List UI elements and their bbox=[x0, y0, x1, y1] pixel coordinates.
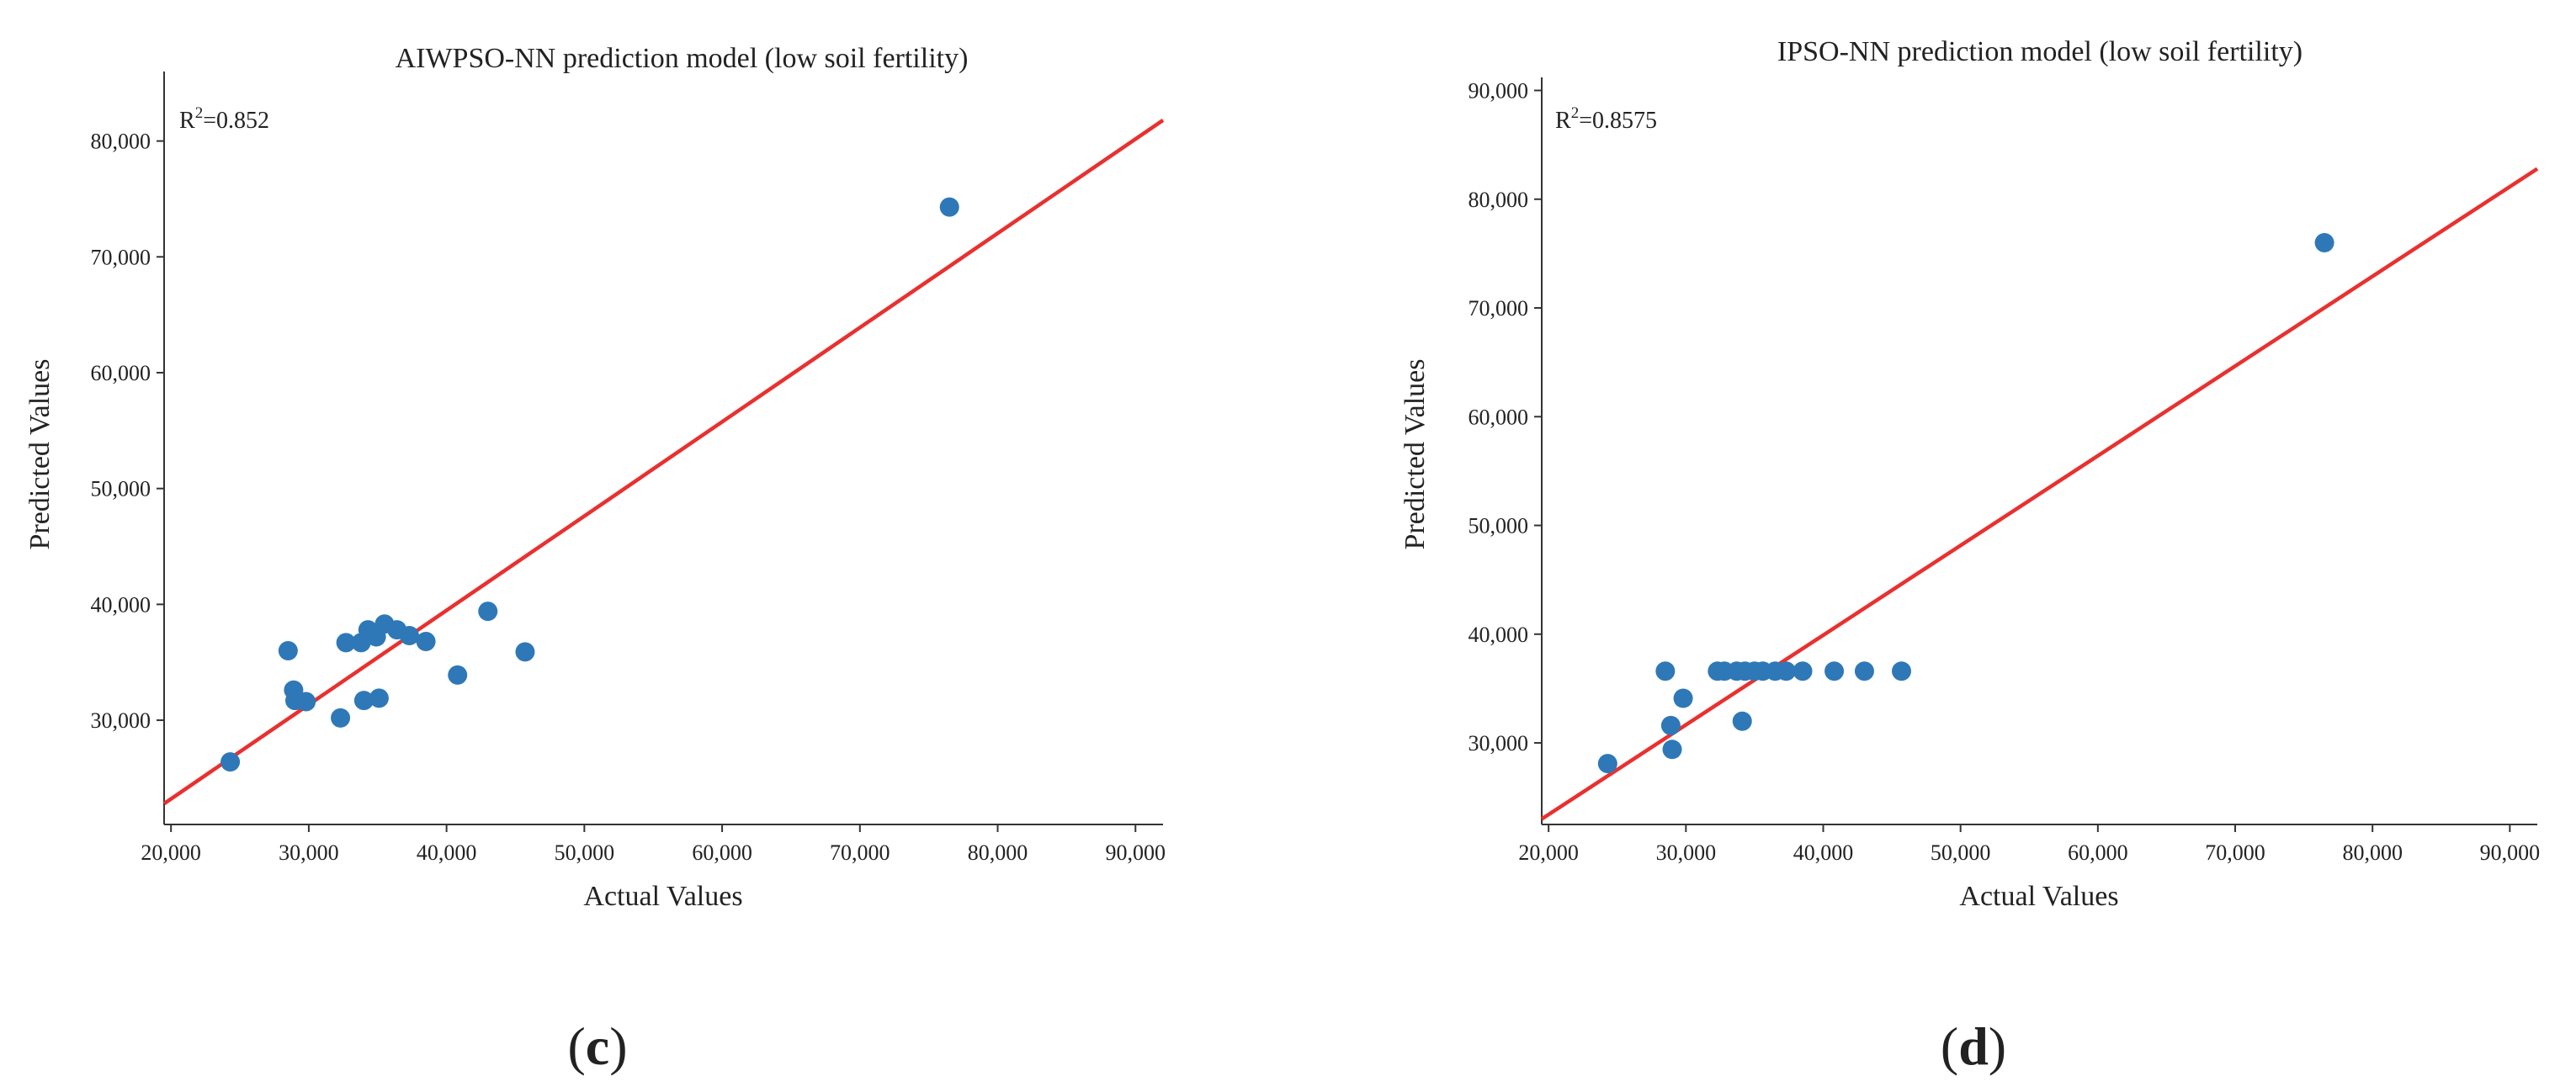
marks-layer bbox=[162, 118, 1165, 806]
r-squared-annotation: R2=0.8575 bbox=[1555, 104, 1657, 134]
x-tick-label: 20,000 bbox=[1518, 840, 1579, 865]
data-point bbox=[336, 633, 356, 653]
panel-label-c: (c) bbox=[567, 1016, 627, 1076]
data-point bbox=[2314, 232, 2334, 252]
tick-layer: 20,000 30,000 40,000 50,000 60,000 70,000 80,0… bbox=[91, 72, 1166, 865]
r-squared-annotation: R2=0.852 bbox=[179, 104, 269, 134]
y-tick-label: 40,000 bbox=[1469, 623, 1529, 647]
chart-title: IPSO-NN prediction model (low soil ferti… bbox=[1777, 36, 2302, 67]
chart-panel-c: AIWPSO-NN prediction model (low soil fer… bbox=[24, 43, 1166, 912]
y-tick-label: 80,000 bbox=[1469, 188, 1529, 212]
data-point bbox=[278, 640, 298, 660]
x-tick-label: 60,000 bbox=[2068, 840, 2128, 865]
data-point bbox=[1854, 661, 1874, 681]
y-axis-title: Predicted Values bbox=[24, 359, 56, 550]
data-point bbox=[1660, 715, 1681, 735]
data-point bbox=[1824, 661, 1845, 681]
regression-line bbox=[1540, 167, 2539, 821]
x-tick-label: 20,000 bbox=[141, 840, 201, 865]
x-tick-label: 50,000 bbox=[1931, 840, 1991, 865]
data-point bbox=[331, 708, 351, 728]
y-tick-label: 90,000 bbox=[1469, 79, 1529, 103]
data-point bbox=[448, 665, 468, 685]
x-tick-label: 60,000 bbox=[692, 840, 752, 865]
x-tick-label: 30,000 bbox=[1656, 840, 1717, 865]
tick-layer: 20,000 30,000 40,000 50,000 60,000 70,000 80,0… bbox=[1469, 77, 2541, 865]
y-axis-title: Predicted Values bbox=[1400, 359, 1431, 550]
data-point bbox=[416, 631, 436, 651]
data-point bbox=[1673, 688, 1693, 708]
y-tick-label: 60,000 bbox=[91, 361, 151, 385]
x-tick-label: 30,000 bbox=[279, 840, 339, 865]
regression-line bbox=[162, 118, 1165, 806]
y-tick-label: 60,000 bbox=[1469, 405, 1529, 429]
x-axis-title: Actual Values bbox=[583, 881, 742, 912]
x-tick-label: 50,000 bbox=[555, 840, 615, 865]
y-tick-label: 80,000 bbox=[91, 130, 151, 154]
y-tick-label: 40,000 bbox=[91, 592, 151, 617]
data-point bbox=[478, 602, 498, 622]
data-point bbox=[296, 692, 316, 712]
data-point bbox=[1892, 661, 1912, 681]
data-point bbox=[1776, 661, 1796, 681]
x-tick-label: 90,000 bbox=[1106, 840, 1166, 865]
chart-panel-d: IPSO-NN prediction model (low soil ferti… bbox=[1400, 36, 2540, 912]
data-point bbox=[515, 642, 535, 662]
data-point bbox=[1732, 711, 1752, 731]
x-tick-label: 90,000 bbox=[2480, 840, 2541, 865]
y-tick-label: 70,000 bbox=[91, 245, 151, 269]
data-point bbox=[369, 688, 389, 708]
marks-layer bbox=[1540, 167, 2539, 821]
x-axis-title: Actual Values bbox=[1959, 881, 2118, 912]
y-tick-label: 50,000 bbox=[91, 477, 151, 501]
y-tick-label: 50,000 bbox=[1469, 514, 1529, 538]
x-tick-label: 40,000 bbox=[1793, 840, 1854, 865]
x-tick-label: 70,000 bbox=[2205, 840, 2265, 865]
data-point bbox=[220, 752, 241, 772]
x-tick-label: 40,000 bbox=[417, 840, 477, 865]
y-tick-label: 30,000 bbox=[91, 708, 151, 733]
data-point bbox=[939, 197, 959, 217]
y-tick-label: 70,000 bbox=[1469, 296, 1529, 321]
data-point bbox=[1793, 661, 1813, 681]
x-tick-label: 80,000 bbox=[968, 840, 1028, 865]
y-tick-label: 30,000 bbox=[1469, 731, 1529, 755]
data-point bbox=[1655, 661, 1676, 681]
data-point bbox=[399, 626, 419, 646]
panel-label-d: (d) bbox=[1941, 1016, 2006, 1076]
data-point bbox=[1662, 739, 1682, 760]
chart-title: AIWPSO-NN prediction model (low soil fer… bbox=[396, 43, 969, 74]
data-point bbox=[353, 691, 374, 711]
x-tick-label: 70,000 bbox=[830, 840, 890, 865]
data-point bbox=[1597, 754, 1617, 774]
x-tick-label: 80,000 bbox=[2342, 840, 2403, 865]
